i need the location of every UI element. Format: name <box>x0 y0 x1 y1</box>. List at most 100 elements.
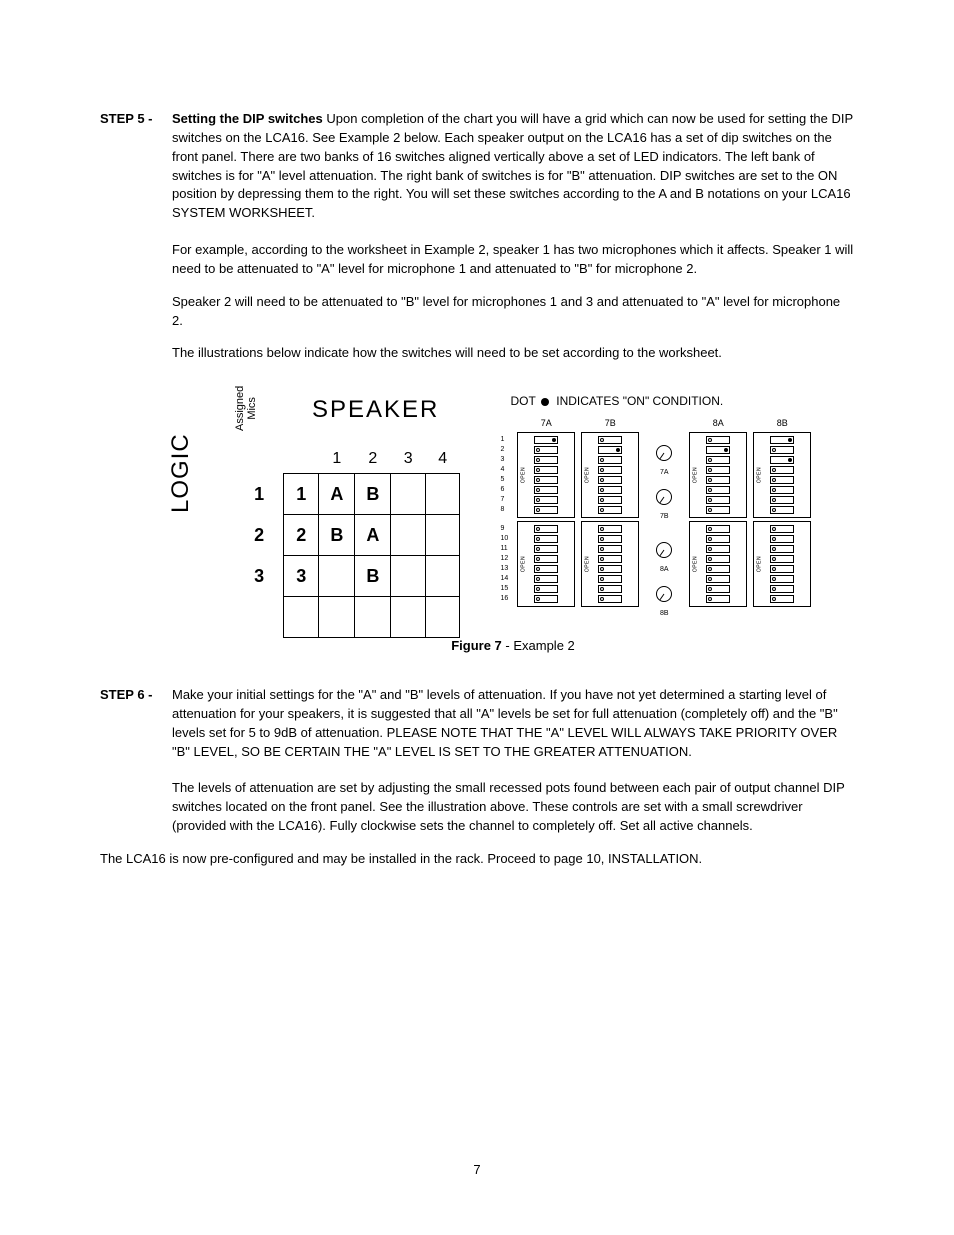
dip-switch-row <box>520 455 572 465</box>
dip-switch-row <box>756 544 808 554</box>
row-index: 8 <box>500 504 511 514</box>
banks-row: 12345678 910111213141516 7AOPENOPEN7BOPE… <box>500 417 854 626</box>
dip-bank-group: OPEN <box>581 521 639 607</box>
row-index: 6 <box>500 484 511 494</box>
dip-switch <box>598 595 622 603</box>
dip-switch-row <box>692 524 744 534</box>
dip-switch-dot <box>772 468 776 472</box>
step5-title: Setting the DIP switches <box>172 111 323 126</box>
dip-switch <box>598 466 622 474</box>
dip-switch <box>598 555 622 563</box>
dip-switch-dot <box>536 567 540 571</box>
dip-switch <box>770 595 794 603</box>
dip-switch-dot <box>600 488 604 492</box>
dip-switch-dot <box>600 557 604 561</box>
col-header: 4 <box>425 443 460 474</box>
dip-switch-row <box>756 574 808 584</box>
dip-switch-row <box>584 574 636 584</box>
dip-switch-row <box>756 435 808 445</box>
dip-switch-row <box>584 455 636 465</box>
dip-switch-dot <box>536 478 540 482</box>
dip-switch-dot <box>552 438 556 442</box>
dip-switch-dot <box>600 498 604 502</box>
dip-switch-dot <box>708 488 712 492</box>
dip-switch <box>770 476 794 484</box>
dip-switch-dot <box>536 577 540 581</box>
dip-switch <box>598 585 622 593</box>
dip-switch-dot <box>536 508 540 512</box>
dip-switch-row <box>584 524 636 534</box>
dip-switch <box>770 446 794 454</box>
dip-switch-row <box>584 445 636 455</box>
step5-body: Setting the DIP switches Upon completion… <box>172 110 854 223</box>
dip-switch-row <box>584 594 636 604</box>
dip-switch-row <box>692 475 744 485</box>
dip-switch-dot <box>600 468 604 472</box>
dip-switch <box>598 446 622 454</box>
pot-label: 8B <box>645 609 683 619</box>
grid-table: 1 2 3 4 1 1 A B 2 2 <box>242 443 460 638</box>
dip-switch-row <box>584 544 636 554</box>
dip-switch <box>534 456 558 464</box>
dip-bank-group: OPEN <box>689 521 747 607</box>
dot-legend-pre: DOT <box>510 394 535 408</box>
open-label: OPEN <box>585 467 592 483</box>
dip-switch-row <box>584 584 636 594</box>
document-page: STEP 5 - Setting the DIP switches Upon c… <box>0 0 954 1235</box>
dip-switch-dot <box>600 438 604 442</box>
dip-switch-row <box>520 564 572 574</box>
dip-switch-dot <box>536 587 540 591</box>
dip-switch <box>534 466 558 474</box>
dip-switch-row <box>584 485 636 495</box>
dip-switch <box>598 456 622 464</box>
dip-switch <box>706 595 730 603</box>
dip-switch <box>706 456 730 464</box>
pot-column: 7A7B8A8B <box>645 431 683 626</box>
bank-label: 7A <box>517 417 575 430</box>
figure-caption: Figure 7 - Example 2 <box>172 637 854 656</box>
dip-switch-dot <box>772 508 776 512</box>
page-number: 7 <box>0 1161 954 1180</box>
dip-switch <box>706 575 730 583</box>
dip-switch-row <box>756 594 808 604</box>
dip-switch-dot <box>772 567 776 571</box>
row-index: 16 <box>500 593 511 603</box>
dip-switch <box>598 476 622 484</box>
row-index: 2 <box>500 444 511 454</box>
dip-switch-row <box>520 495 572 505</box>
dip-switch-dot <box>772 478 776 482</box>
row-index: 10 <box>500 533 511 543</box>
dip-switch-row <box>756 445 808 455</box>
dip-switch-row <box>692 485 744 495</box>
dip-switch-dot <box>536 458 540 462</box>
dip-switch-dot <box>600 587 604 591</box>
dip-switch-row <box>520 544 572 554</box>
dip-switch-row <box>584 475 636 485</box>
dip-switch <box>534 585 558 593</box>
dip-switch <box>770 555 794 563</box>
step5-label: STEP 5 - <box>100 110 172 223</box>
dip-switch-row <box>692 495 744 505</box>
figure-caption-rest: - Example 2 <box>502 638 575 653</box>
dip-switch-row <box>692 574 744 584</box>
dip-switch <box>706 476 730 484</box>
dip-switch-row <box>584 554 636 564</box>
pot-wrap: 7B <box>645 489 683 522</box>
dip-switch-row <box>520 524 572 534</box>
dip-switch-row <box>520 475 572 485</box>
open-label: OPEN <box>585 556 592 572</box>
dip-switch <box>706 565 730 573</box>
dip-switch-row <box>520 594 572 604</box>
dip-switch <box>770 496 794 504</box>
dip-switch <box>534 486 558 494</box>
dip-switch-dot <box>772 527 776 531</box>
dip-switch-dot <box>536 557 540 561</box>
pot-wrap: 8B <box>645 586 683 619</box>
step5-para3: Speaker 2 will need to be attenuated to … <box>172 293 854 331</box>
dip-switch-row <box>520 574 572 584</box>
row-label: 2 <box>242 515 284 556</box>
step5-text: Upon completion of the chart you will ha… <box>172 111 853 220</box>
dip-switch <box>770 436 794 444</box>
dip-switch <box>706 446 730 454</box>
grid-cell <box>355 597 391 638</box>
